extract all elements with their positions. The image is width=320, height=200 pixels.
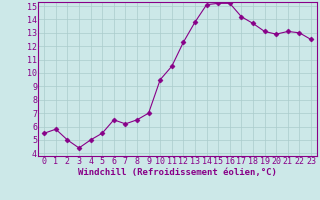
- X-axis label: Windchill (Refroidissement éolien,°C): Windchill (Refroidissement éolien,°C): [78, 168, 277, 177]
